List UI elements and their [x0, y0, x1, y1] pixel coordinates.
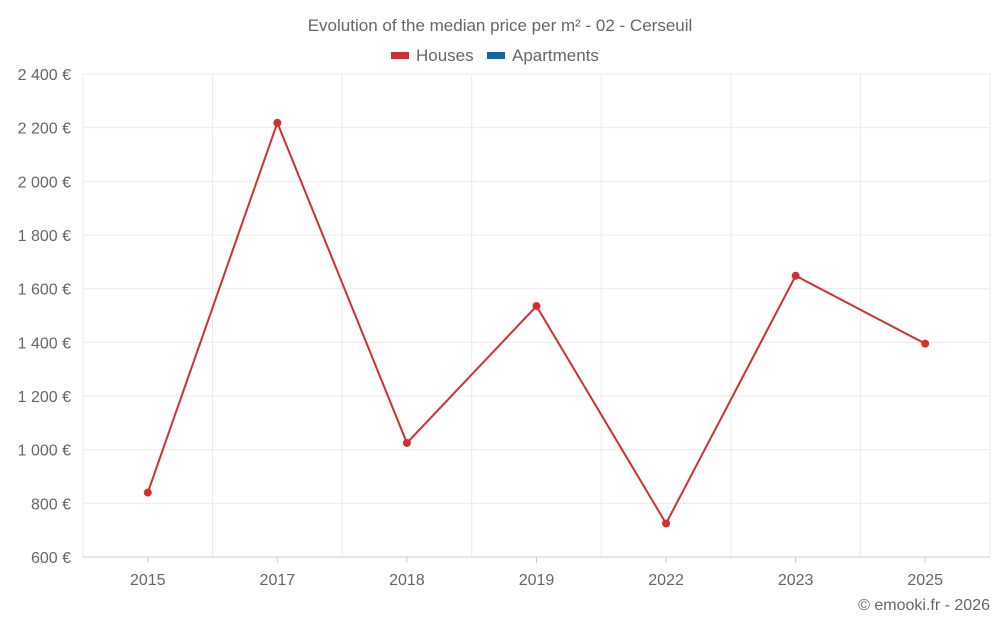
- y-tick-label: 1 200 €: [18, 389, 71, 406]
- x-axis: 2015 2017 2018 2019 2022 2023 2025: [83, 556, 990, 589]
- data-point-houses[interactable]: [143, 488, 152, 497]
- x-tick-label: 2015: [130, 572, 166, 589]
- credit-text: © emooki.fr - 2026: [858, 597, 990, 614]
- legend-label-apartments[interactable]: Apartments: [512, 46, 599, 65]
- x-tick-label: 2019: [519, 572, 555, 589]
- chart-title: Evolution of the median price per m² - 0…: [308, 16, 693, 35]
- data-point-houses[interactable]: [402, 438, 411, 447]
- series-line-houses: [146, 121, 926, 525]
- y-tick-label: 2 400 €: [18, 67, 71, 84]
- data-point-houses[interactable]: [791, 271, 800, 280]
- y-axis: 600 € 800 € 1 000 € 1 200 € 1 400 € 1 600 € 1 …: [18, 67, 71, 567]
- data-point-houses[interactable]: [921, 339, 930, 348]
- y-tick-label: 600 €: [31, 550, 71, 567]
- y-tick-label: 1 800 €: [18, 228, 71, 245]
- x-tick-label: 2025: [907, 572, 943, 589]
- data-point-houses[interactable]: [273, 118, 282, 127]
- y-tick-label: 1 600 €: [18, 282, 71, 299]
- y-tick-label: 2 000 €: [18, 174, 71, 191]
- legend-swatch-apartments: [487, 52, 505, 59]
- y-tick-label: 2 200 €: [18, 121, 71, 138]
- legend-swatch-houses: [391, 52, 409, 59]
- x-tick-label: 2018: [389, 572, 425, 589]
- grid: [82, 73, 991, 558]
- y-tick-label: 1 000 €: [18, 443, 71, 460]
- x-tick-label: 2022: [648, 572, 684, 589]
- legend: Houses Apartments: [391, 46, 599, 65]
- legend-label-houses[interactable]: Houses: [416, 46, 474, 65]
- y-tick-label: 1 400 €: [18, 335, 71, 352]
- x-tick-label: 2023: [778, 572, 814, 589]
- series-houses: [143, 118, 930, 528]
- data-point-houses[interactable]: [662, 519, 671, 528]
- x-tick-label: 2017: [260, 572, 296, 589]
- data-point-houses[interactable]: [532, 302, 541, 311]
- y-tick-label: 800 €: [31, 496, 71, 513]
